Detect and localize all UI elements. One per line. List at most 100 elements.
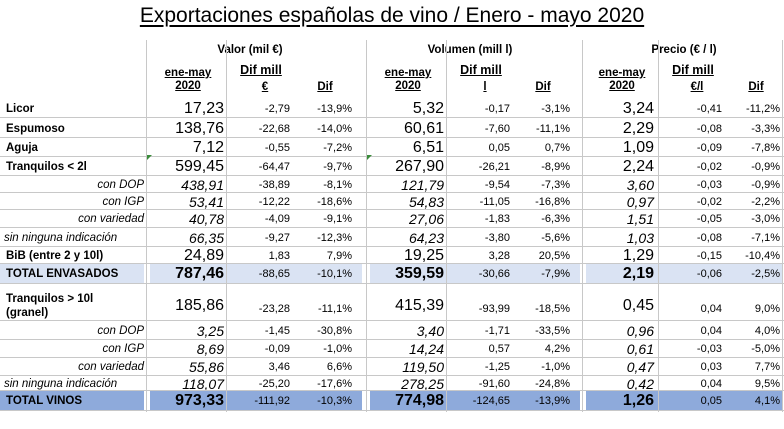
- grid-line: [446, 40, 447, 412]
- cell-op: -16,8%: [535, 195, 570, 208]
- cell-vp: -11,1%: [317, 303, 352, 315]
- cell-pp: -10,4%: [745, 249, 780, 262]
- cell-vp: 6,6%: [326, 361, 352, 373]
- table-row-tranquilos-granel: Tranquilos > 10l (granel) 185,86 -23,28 -11,…: [0, 291, 784, 321]
- cell-pd: -0,03: [696, 178, 722, 191]
- cell-vd: -25,20: [258, 377, 290, 390]
- cell-pd: -0,06: [696, 268, 722, 280]
- grid-line: [0, 283, 784, 284]
- cell-od: -1,25: [484, 361, 510, 373]
- subheader-difmill-volumen: Dif mill: [460, 63, 502, 77]
- cell-pp: 4,1%: [754, 395, 780, 407]
- cell-v: 787,46: [175, 265, 224, 282]
- group-header-valor: Valor (mil €): [217, 44, 283, 56]
- table-row-tranquilos-menos-2l: Tranquilos < 2l 599,45 -64,47 -9,7% 267,90 -2…: [0, 157, 784, 176]
- cell-o: 5,32: [412, 99, 444, 117]
- table-row-granel-sin-indicacion: sin ninguna indicación 118,07 -25,20 -17,6%…: [0, 375, 784, 392]
- table-row-espumoso: Espumoso 138,76 -22,68 -14,0% 60,61 -7,60 -11,…: [0, 119, 784, 138]
- cell-vp: -1,0%: [323, 343, 352, 355]
- cell-od: -7,60: [484, 122, 510, 135]
- row-label: Tranquilos > 10l (granel): [6, 293, 94, 319]
- cell-od: -1,71: [484, 324, 510, 337]
- cell-p: 0,96: [626, 322, 654, 339]
- cell-op: -33,5%: [535, 324, 570, 337]
- cell-od: 3,28: [488, 249, 510, 262]
- row-highlight: [0, 264, 144, 284]
- cell-vp: -14,0%: [317, 122, 352, 135]
- cell-od: -3,80: [484, 231, 510, 244]
- subheader-dif-valor: Dif: [317, 81, 333, 93]
- cell-pd: -0,05: [696, 213, 722, 225]
- cell-v: 138,76: [175, 119, 224, 137]
- cell-vd: 1,83: [268, 249, 290, 262]
- grid-line: [366, 40, 367, 412]
- cell-pp: -2,2%: [751, 195, 780, 208]
- table-row-total-envasados: TOTAL ENVASADOS 787,46 -88,65 -10,1% 359,59 -…: [0, 264, 784, 284]
- cell-vp: -10,3%: [317, 395, 352, 407]
- cell-od: -91,60: [478, 377, 510, 390]
- cell-vp: -13,9%: [317, 102, 352, 115]
- grid-line: [0, 192, 784, 193]
- cell-pp: 7,7%: [754, 361, 780, 373]
- table-row-aguja: Aguja 7,12 -0,55 -7,2% 6,51 0,05 0,7% 1,09 -0,09…: [0, 138, 784, 157]
- grid-line: [0, 357, 784, 358]
- grid-line: [0, 227, 784, 228]
- cell-comment-marker: [367, 155, 372, 160]
- cell-od: 0,05: [488, 141, 510, 154]
- row-highlight: [370, 391, 580, 411]
- cell-vp: -12,3%: [317, 231, 352, 244]
- row-label: sin ninguna indicación: [4, 377, 118, 390]
- cell-o: 121,79: [401, 176, 444, 193]
- cell-vp: -8,1%: [323, 178, 352, 191]
- table-row-con-variedad: con variedad 40,78 -4,09 -9,1% 27,06 -1,83 -6,…: [0, 210, 784, 228]
- grid-line: [0, 263, 784, 264]
- row-highlight: [370, 264, 580, 284]
- grid-line: [0, 156, 784, 157]
- grid-line: [582, 40, 583, 412]
- cell-op: -8,9%: [541, 160, 570, 173]
- cell-o: 359,59: [395, 265, 444, 282]
- cell-o: 267,90: [395, 157, 444, 175]
- grid-line: [0, 246, 784, 247]
- cell-op: 4,2%: [544, 343, 570, 355]
- cell-v: 3,25: [196, 322, 224, 339]
- cell-od: -124,65: [472, 395, 510, 407]
- cell-pp: -7,8%: [751, 141, 780, 154]
- row-highlight: [586, 391, 782, 411]
- cell-op: -7,3%: [541, 178, 570, 191]
- cell-o: 278,25: [401, 375, 444, 392]
- cell-pp: -11,2%: [745, 102, 780, 115]
- cell-pd: -0,03: [696, 343, 722, 355]
- cell-v: 24,89: [183, 246, 224, 264]
- cell-vp: -10,1%: [317, 268, 352, 280]
- cell-p: 2,19: [622, 265, 654, 282]
- grid-line: [0, 117, 784, 118]
- cell-pd: -0,08: [696, 122, 722, 135]
- cell-p: 2,24: [622, 157, 654, 175]
- cell-pd: -0,02: [696, 195, 722, 208]
- cell-o: 774,98: [395, 392, 444, 409]
- table-row-bib: BiB (entre 2 y 10l) 24,89 1,83 7,9% 19,25 3,2…: [0, 247, 784, 264]
- subheader-unit-volumen: l: [483, 81, 487, 93]
- group-header-volumen: Volumen (mill l): [427, 44, 513, 56]
- grid-line: [0, 410, 784, 411]
- cell-od: -26,21: [478, 160, 510, 173]
- cell-vd: -23,28: [258, 303, 290, 315]
- cell-p: 1,29: [622, 246, 654, 264]
- grid-line: [782, 40, 783, 412]
- cell-pd: 0,04: [700, 324, 722, 337]
- grid-line: [0, 339, 784, 340]
- cell-vd: -88,65: [258, 268, 290, 280]
- table-title: Exportaciones españolas de vino / Enero …: [139, 4, 645, 27]
- row-label: Tranquilos < 2l: [6, 160, 87, 173]
- cell-o: 19,25: [403, 246, 444, 264]
- row-label: con IGP: [102, 343, 144, 355]
- cell-op: -5,6%: [541, 231, 570, 244]
- cell-p: 0,97: [626, 193, 654, 210]
- cell-pp: 9,5%: [754, 377, 780, 390]
- row-label: TOTAL ENVASADOS: [6, 268, 119, 280]
- cell-p: 2,29: [622, 119, 654, 137]
- cell-vd: -9,27: [264, 231, 290, 244]
- cell-p: 3,60: [626, 176, 654, 193]
- cell-vp: -30,8%: [317, 324, 352, 337]
